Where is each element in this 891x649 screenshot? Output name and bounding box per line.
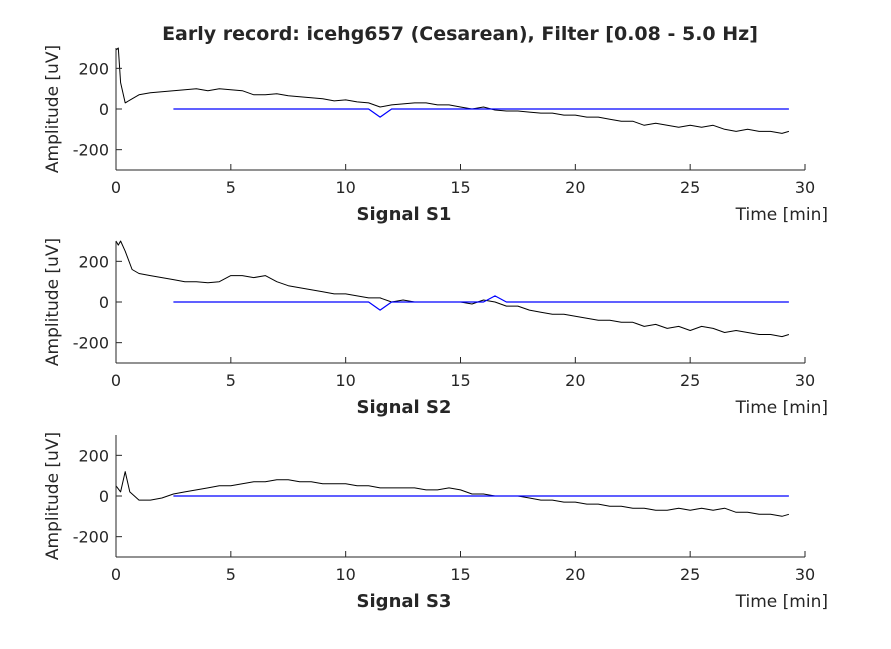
x-tick-label: 20: [565, 565, 585, 584]
x-tick-label: 25: [680, 371, 700, 390]
x-tick-label: 30: [795, 178, 815, 197]
subplot-title: Signal S2: [357, 397, 452, 418]
series-line-raw: [115, 47, 790, 134]
y-axis-label: Amplitude [uV]: [43, 45, 63, 173]
x-tick-label: 30: [795, 565, 815, 584]
x-tick-label: 10: [335, 371, 355, 390]
series-line-raw: [115, 471, 790, 517]
x-tick-label: 0: [111, 178, 121, 197]
series-line-raw: [115, 240, 790, 338]
x-tick-label: 20: [565, 371, 585, 390]
y-tick-label: 200: [78, 59, 109, 78]
x-tick-label: 25: [680, 565, 700, 584]
x-axis-label: Time [min]: [735, 592, 828, 612]
y-tick-label: 0: [99, 293, 109, 312]
x-tick-label: 20: [565, 178, 585, 197]
y-tick-label: -200: [73, 334, 109, 353]
y-tick-label: -200: [73, 141, 109, 160]
subplot-title: Signal S3: [357, 591, 452, 612]
x-tick-label: 5: [226, 371, 236, 390]
figure-title: Early record: icehg657 (Cesarean), Filte…: [162, 23, 758, 45]
y-axis-label: Amplitude [uV]: [43, 238, 63, 366]
y-tick-label: 0: [99, 487, 109, 506]
series-line-filtered: [173, 108, 789, 118]
x-axis-label: Time [min]: [735, 205, 828, 225]
x-tick-label: 5: [226, 178, 236, 197]
x-tick-label: 15: [450, 371, 470, 390]
subplot-title: Signal S1: [357, 204, 452, 225]
y-tick-label: -200: [73, 528, 109, 547]
y-tick-label: 200: [78, 446, 109, 465]
x-tick-label: 0: [111, 565, 121, 584]
x-tick-label: 10: [335, 565, 355, 584]
x-tick-label: 15: [450, 565, 470, 584]
series-line-filtered: [173, 295, 789, 311]
y-axis-label: Amplitude [uV]: [43, 432, 63, 560]
x-tick-label: 10: [335, 178, 355, 197]
x-axis-label: Time [min]: [735, 398, 828, 418]
x-tick-label: 5: [226, 565, 236, 584]
x-tick-label: 15: [450, 178, 470, 197]
y-tick-label: 0: [99, 100, 109, 119]
x-tick-label: 25: [680, 178, 700, 197]
x-tick-label: 0: [111, 371, 121, 390]
x-tick-label: 30: [795, 371, 815, 390]
y-tick-label: 200: [78, 252, 109, 271]
